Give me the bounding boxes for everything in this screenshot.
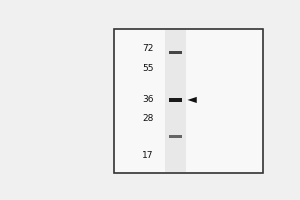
Bar	[169, 51, 182, 54]
Text: 55: 55	[142, 64, 154, 73]
Text: 17: 17	[142, 151, 154, 160]
Bar	[165, 30, 186, 172]
Polygon shape	[188, 97, 197, 103]
Bar	[114, 29, 263, 173]
Text: 72: 72	[142, 44, 154, 53]
Text: 36: 36	[142, 95, 154, 104]
Bar	[169, 98, 182, 102]
Text: 28: 28	[142, 114, 154, 123]
Bar	[169, 135, 182, 138]
